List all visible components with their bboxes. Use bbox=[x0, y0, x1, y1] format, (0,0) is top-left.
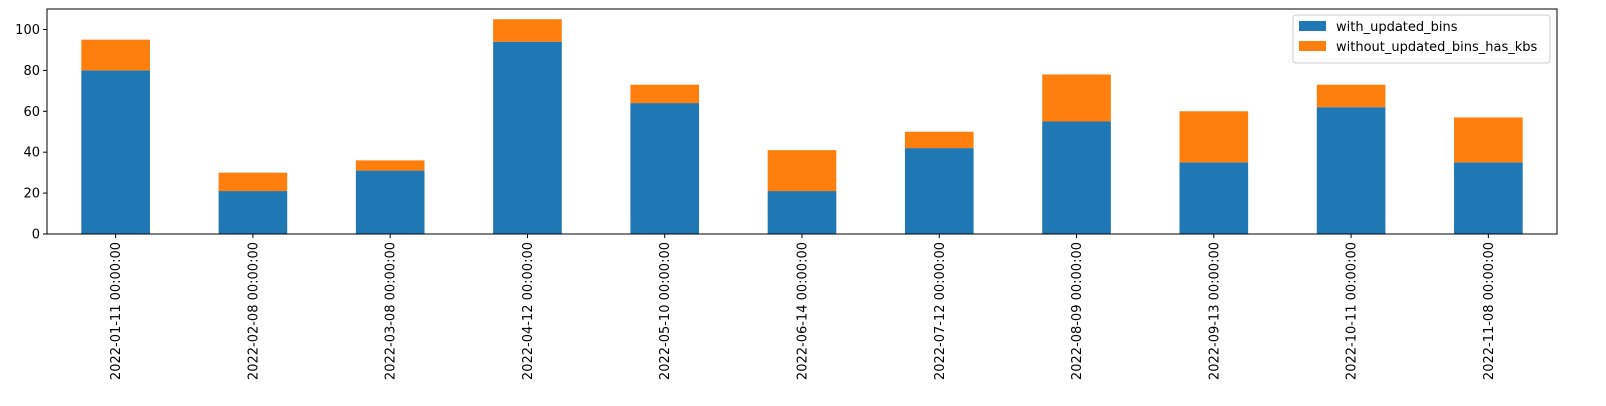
bar-with_updated_bins-0 bbox=[81, 70, 150, 234]
x-tick-label-0: 2022-01-11 00:00:00 bbox=[109, 242, 124, 380]
x-tick-label-10: 2022-11-08 00:00:00 bbox=[1482, 242, 1497, 380]
x-axis: 2022-01-11 00:00:00 2022-02-08 00:00:00 20… bbox=[109, 234, 1497, 380]
bar-without_updated_bins_has_kbs-10 bbox=[1454, 117, 1523, 163]
bar-with_updated_bins-1 bbox=[218, 191, 288, 234]
y-tick-label-60: 60 bbox=[23, 105, 40, 120]
legend-swatch-without_updated_bins_has_kbs bbox=[1299, 41, 1326, 51]
y-tick-label-80: 80 bbox=[23, 64, 40, 79]
bar-with_updated_bins-3 bbox=[493, 41, 562, 235]
x-tick-label-7: 2022-08-09 00:00:00 bbox=[1070, 242, 1085, 380]
x-tick-label-3: 2022-04-12 00:00:00 bbox=[521, 242, 536, 380]
bar-without_updated_bins_has_kbs-8 bbox=[1179, 111, 1249, 163]
legend-label-with_updated_bins: with_updated_bins bbox=[1336, 20, 1458, 35]
y-tick-label-40: 40 bbox=[23, 146, 40, 161]
x-tick-label-5: 2022-06-14 00:00:00 bbox=[796, 242, 811, 380]
bar-without_updated_bins_has_kbs-2 bbox=[355, 160, 425, 171]
x-tick-label-4: 2022-05-10 00:00:00 bbox=[658, 242, 673, 380]
y-axis: 0 20 40 60 80 100 bbox=[15, 23, 47, 243]
x-tick-label-9: 2022-10-11 00:00:00 bbox=[1345, 242, 1360, 380]
bar-with_updated_bins-5 bbox=[767, 191, 837, 234]
bar-without_updated_bins_has_kbs-0 bbox=[81, 39, 150, 71]
bar-without_updated_bins_has_kbs-5 bbox=[767, 150, 837, 192]
bar-without_updated_bins_has_kbs-3 bbox=[493, 19, 562, 42]
bar-with_updated_bins-4 bbox=[630, 103, 700, 234]
bar-with_updated_bins-8 bbox=[1179, 162, 1249, 234]
bar-with_updated_bins-6 bbox=[904, 148, 974, 234]
bar-without_updated_bins_has_kbs-9 bbox=[1316, 84, 1386, 108]
bar-without_updated_bins_has_kbs-7 bbox=[1042, 74, 1111, 122]
plot-frame bbox=[46, 8, 1558, 235]
bar-without_updated_bins_has_kbs-6 bbox=[904, 131, 974, 149]
legend: with_updated_bins without_updated_bins_ha… bbox=[1292, 14, 1551, 64]
y-tick-label-20: 20 bbox=[23, 187, 40, 202]
bar-with_updated_bins-2 bbox=[355, 170, 425, 234]
bar-without_updated_bins_has_kbs-1 bbox=[218, 172, 288, 192]
x-tick-label-6: 2022-07-12 00:00:00 bbox=[933, 242, 948, 380]
bar-with_updated_bins-10 bbox=[1454, 162, 1523, 234]
y-tick-label-100: 100 bbox=[15, 23, 40, 38]
y-tick-label-0: 0 bbox=[32, 228, 40, 243]
legend-box bbox=[1292, 14, 1551, 64]
x-tick-label-8: 2022-09-13 00:00:00 bbox=[1207, 242, 1222, 380]
x-tick-label-1: 2022-02-08 00:00:00 bbox=[246, 242, 261, 380]
legend-swatch-with_updated_bins bbox=[1299, 21, 1326, 31]
bar-with_updated_bins-7 bbox=[1042, 121, 1111, 234]
bar-layer bbox=[81, 19, 1523, 235]
bar-with_updated_bins-9 bbox=[1316, 107, 1386, 234]
bar-without_updated_bins_has_kbs-4 bbox=[630, 84, 700, 104]
x-tick-label-2: 2022-03-08 00:00:00 bbox=[384, 242, 399, 380]
legend-label-without_updated_bins_has_kbs: without_updated_bins_has_kbs bbox=[1336, 40, 1538, 55]
